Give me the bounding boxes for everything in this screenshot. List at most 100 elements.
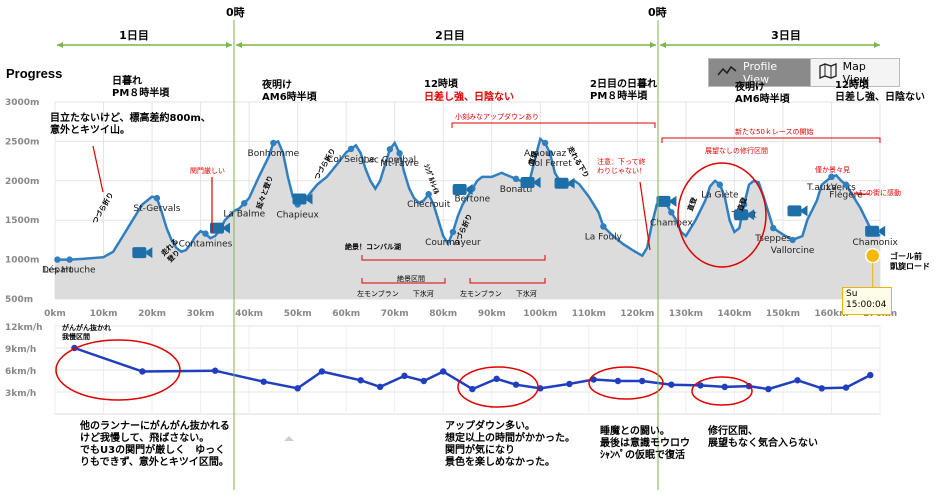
profile-x-tick: 150km bbox=[766, 309, 800, 319]
video-camera-icon[interactable] bbox=[554, 177, 575, 189]
speed-point[interactable] bbox=[842, 384, 850, 391]
speed-point[interactable] bbox=[440, 368, 447, 375]
place-label: La bbox=[826, 183, 837, 193]
day2-label: 2日目 bbox=[435, 29, 465, 42]
aid-station-dot[interactable] bbox=[828, 173, 835, 181]
speed-y-tick: 12km/h bbox=[5, 323, 43, 333]
aid-station-dot[interactable] bbox=[54, 256, 61, 263]
speed-point[interactable] bbox=[139, 368, 146, 375]
aid-station-dot[interactable] bbox=[202, 230, 209, 237]
speed-point[interactable] bbox=[512, 381, 520, 388]
video-camera-icon[interactable] bbox=[787, 205, 808, 217]
speed-point[interactable] bbox=[493, 375, 500, 382]
video-camera-icon[interactable] bbox=[452, 184, 473, 196]
midnight-label-1: 0時 bbox=[226, 6, 245, 19]
speed-point[interactable] bbox=[260, 378, 267, 385]
speed-highlight-circle bbox=[55, 339, 181, 401]
speed-point[interactable] bbox=[614, 377, 622, 385]
speed-point[interactable] bbox=[318, 368, 326, 375]
map-view-label: Map View bbox=[842, 59, 869, 86]
aid-station-dot[interactable] bbox=[770, 224, 777, 232]
speed-point[interactable] bbox=[376, 383, 384, 391]
profile-x-tick: 100km bbox=[523, 309, 557, 319]
progress-title: Progress bbox=[6, 66, 63, 81]
speed-point[interactable] bbox=[639, 377, 646, 385]
aid-station-dot[interactable] bbox=[789, 236, 796, 244]
speed-point[interactable] bbox=[357, 377, 364, 384]
aid-station-dot[interactable] bbox=[396, 150, 403, 157]
aid-station-dot[interactable] bbox=[512, 175, 520, 183]
place-label: Contamines bbox=[179, 240, 233, 250]
profile-x-tick: 60km bbox=[332, 309, 360, 319]
aid-station-dot[interactable] bbox=[449, 228, 457, 236]
place-label: St-Gervals bbox=[133, 204, 180, 214]
note-gate-strict: 関門厳しい bbox=[190, 167, 225, 175]
profile-x-tick: 70km bbox=[381, 309, 409, 319]
speed-point[interactable] bbox=[211, 367, 219, 374]
speed-y-tick: 6km/h bbox=[5, 367, 36, 377]
note-noon2: 12時頃 日差し強、日陰ない bbox=[835, 80, 925, 103]
speed-point[interactable] bbox=[294, 385, 301, 392]
aid-station-dot[interactable] bbox=[66, 256, 73, 263]
day3-label: 3日目 bbox=[771, 29, 801, 42]
aid-station-dot[interactable] bbox=[600, 223, 607, 230]
speed-point[interactable] bbox=[867, 371, 874, 379]
note-bottom-1: 他のランナーにがんがん抜かれる けど我慢して、飛ばさない。 でもU3の関門が厳し… bbox=[80, 421, 230, 468]
note-hard-fast: がんがん抜かれ 我慢区間 bbox=[62, 324, 111, 341]
aid-station-dot[interactable] bbox=[241, 200, 248, 207]
video-camera-icon[interactable] bbox=[520, 176, 541, 188]
speed-point[interactable] bbox=[420, 377, 428, 385]
note-dawn2: 夜明け AM6時半頃 bbox=[735, 82, 790, 105]
pointer-arrow bbox=[92, 145, 104, 193]
aid-station-dot[interactable] bbox=[347, 145, 355, 153]
profile-x-tick: 110km bbox=[572, 309, 606, 319]
aid-station-dot[interactable] bbox=[153, 194, 161, 202]
speed-point[interactable] bbox=[668, 381, 675, 388]
video-camera-icon[interactable] bbox=[132, 247, 153, 259]
current-position-marker[interactable] bbox=[864, 247, 881, 264]
speed-point[interactable] bbox=[469, 385, 476, 393]
aid-station-dot[interactable] bbox=[716, 181, 724, 188]
video-camera-icon[interactable] bbox=[865, 225, 886, 237]
aid-station-dot[interactable] bbox=[541, 139, 549, 147]
speed-point[interactable] bbox=[765, 385, 772, 393]
aid-station-dot[interactable] bbox=[668, 209, 675, 216]
speed-point[interactable] bbox=[721, 383, 728, 391]
aid-station-dot[interactable] bbox=[740, 201, 748, 208]
note-noon1-red: 日差し強、日陰ない bbox=[424, 92, 514, 103]
speed-point[interactable] bbox=[818, 385, 825, 392]
profile-x-tick: 130km bbox=[669, 309, 703, 319]
map-view-button[interactable]: Map View bbox=[809, 59, 899, 86]
speed-point[interactable] bbox=[566, 380, 573, 388]
profile-x-tick: 30km bbox=[187, 309, 215, 319]
note-dusk1: 日暮れ PM８時半頃 bbox=[112, 76, 170, 99]
place-label: Flégère bbox=[829, 190, 863, 201]
profile-x-tick: 40km bbox=[235, 309, 263, 319]
speed-y-tick: 3km/h bbox=[5, 389, 36, 399]
scroll-caret-icon[interactable] bbox=[284, 436, 294, 441]
midnight-label-2: 0時 bbox=[648, 6, 667, 19]
place-label: Les Houche bbox=[43, 266, 96, 276]
note-training-zone: 展望なしの修行区間 bbox=[705, 147, 768, 155]
aid-station-dot[interactable] bbox=[425, 190, 432, 198]
profile-view-button[interactable]: Profile View bbox=[709, 59, 810, 86]
speed-point[interactable] bbox=[794, 377, 801, 384]
aid-station-dot[interactable] bbox=[270, 139, 277, 147]
place-label: Bertone bbox=[455, 195, 491, 205]
aid-station-dot[interactable] bbox=[546, 150, 554, 157]
speed-highlight-circle bbox=[691, 376, 753, 406]
aid-station-dot[interactable] bbox=[386, 146, 394, 153]
place-label: Chapieux bbox=[276, 210, 319, 220]
video-camera-icon[interactable] bbox=[292, 193, 313, 205]
video-camera-icon[interactable] bbox=[734, 209, 755, 221]
speed-point[interactable] bbox=[401, 372, 408, 380]
speed-point[interactable] bbox=[590, 376, 597, 383]
place-label: Tseppes bbox=[754, 234, 791, 244]
aid-station-dot[interactable] bbox=[842, 181, 850, 188]
place-label: Champex bbox=[650, 218, 693, 228]
video-camera-icon[interactable] bbox=[656, 195, 677, 207]
video-camera-icon[interactable] bbox=[210, 222, 230, 234]
speed-point[interactable] bbox=[697, 382, 704, 389]
profile-y-tick: 500m bbox=[5, 295, 33, 305]
speed-y-tick: 9km/h bbox=[5, 345, 36, 355]
